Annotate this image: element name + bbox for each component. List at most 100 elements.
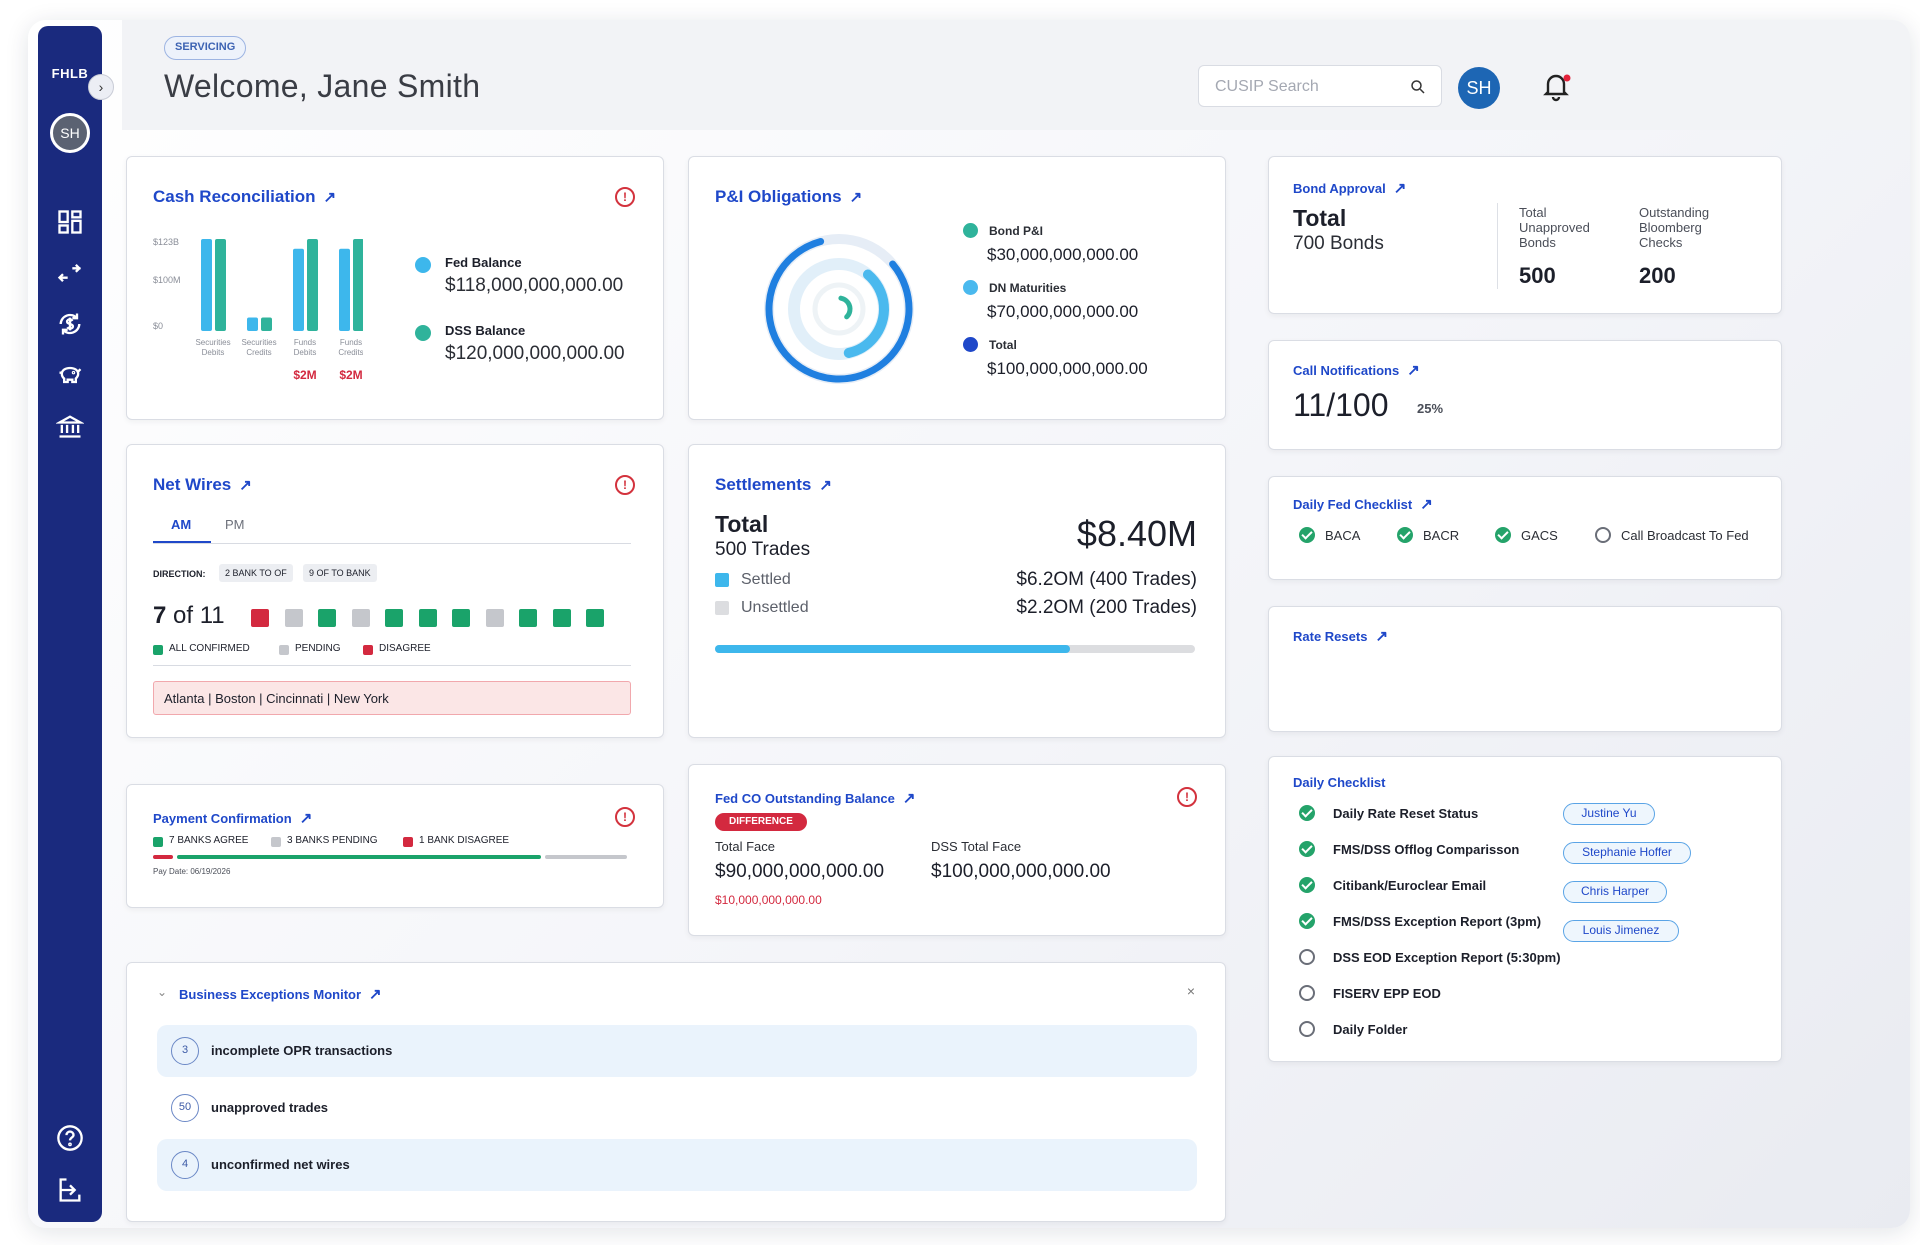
logout-icon[interactable] (54, 1174, 86, 1206)
bank-disagree: 1 BANK DISAGREE (419, 835, 510, 846)
alert-icon[interactable]: ! (615, 475, 635, 495)
bar-fed[interactable] (247, 317, 258, 331)
check-circle-icon[interactable] (1495, 527, 1511, 543)
external-link-icon: ↗ (299, 810, 313, 827)
unsettled-value: $2.2OM (200 Trades) (1016, 597, 1197, 618)
check-circle-icon[interactable] (1299, 805, 1315, 821)
sidebar-avatar[interactable]: SH (50, 113, 90, 153)
bond-total-label: Total (1293, 205, 1347, 231)
exception-label: incomplete OPR transactions (211, 1043, 393, 1058)
bar-fed[interactable] (339, 248, 350, 331)
card-title-link[interactable]: Business Exceptions Monitor ↗ (179, 986, 382, 1003)
empty-circle-icon[interactable] (1299, 985, 1315, 1001)
wire-status-confirmed[interactable] (385, 609, 403, 627)
header-avatar[interactable]: SH (1458, 67, 1500, 109)
assignee-badge[interactable]: Stephanie Hoffer (1563, 842, 1691, 864)
wire-status-disagree[interactable] (251, 609, 269, 627)
check-circle-icon[interactable] (1397, 527, 1413, 543)
difference-badge: DIFFERENCE (715, 813, 807, 831)
wire-status-confirmed[interactable] (552, 609, 571, 627)
wire-status-confirmed[interactable] (452, 609, 470, 627)
card-title-link[interactable]: P&I Obligations ↗ (715, 187, 863, 206)
search-placeholder: CUSIP Search (1215, 78, 1319, 95)
pi-legend-value: $70,000,000,000.00 (987, 302, 1139, 321)
direction-chip-1[interactable]: 2 BANK TO OF (219, 564, 293, 582)
check-circle-icon[interactable] (1299, 841, 1315, 857)
cash-reconciliation-card: Cash Reconciliation ↗ ! $123B $100M $0 Secur… (126, 156, 664, 420)
check-circle-icon[interactable] (1299, 877, 1315, 893)
bar-dss[interactable] (307, 239, 318, 331)
payment-confirmation-card: Payment Confirmation ↗ ! 7 BANKS AGREE 3 … (126, 784, 664, 908)
card-title-link[interactable]: Cash Reconciliation ↗ (153, 187, 337, 206)
donut-chart (764, 234, 914, 384)
assignee-badge[interactable]: Justine Yu (1563, 803, 1655, 825)
wire-status-pending[interactable] (351, 609, 370, 627)
wire-status-confirmed[interactable] (586, 609, 604, 627)
help-icon[interactable] (54, 1122, 86, 1154)
alert-icon[interactable]: ! (615, 807, 635, 827)
empty-circle-icon[interactable] (1299, 949, 1315, 965)
piggy-bank-icon[interactable] (54, 359, 86, 391)
tab-am[interactable]: AM (171, 517, 192, 532)
fed-checklist-label: BACA (1325, 528, 1361, 543)
wire-status-confirmed[interactable] (318, 609, 336, 627)
assignee-badge[interactable]: Chris Harper (1563, 881, 1667, 903)
card-title-link[interactable]: Daily Fed Checklist ↗ (1293, 496, 1433, 513)
bank-icon[interactable] (54, 410, 86, 442)
exception-row[interactable]: 4 unconfirmed net wires (157, 1139, 1197, 1191)
empty-circle-icon[interactable] (1595, 527, 1611, 543)
check-circle-icon[interactable] (1299, 913, 1315, 929)
chevron-right-icon[interactable]: › (88, 74, 114, 100)
bar-dss[interactable] (353, 239, 363, 331)
wires-count: 7 of 11 (153, 602, 225, 629)
header (122, 20, 1910, 130)
close-icon[interactable]: × (1186, 983, 1195, 999)
fed-checklist-label: GACS (1521, 528, 1558, 543)
transfer-icon[interactable] (54, 257, 86, 289)
assignee-badge[interactable]: Louis Jimenez (1563, 920, 1679, 942)
alert-icon[interactable]: ! (1177, 787, 1197, 807)
card-title-link[interactable]: Net Wires ↗ (153, 475, 252, 494)
legend-disagree: DISAGREE (379, 643, 431, 654)
bar-dss[interactable] (215, 239, 226, 331)
dss-total-face-label: DSS Total Face (931, 839, 1022, 854)
empty-circle-icon[interactable] (1299, 1021, 1315, 1037)
exception-row[interactable]: 50 unapproved trades (157, 1082, 1197, 1134)
alert-icon[interactable]: ! (615, 187, 635, 207)
settled-value: $6.2OM (400 Trades) (1016, 569, 1197, 590)
currency-exchange-icon[interactable] (54, 308, 86, 340)
card-title-link[interactable]: Fed CO Outstanding Balance ↗ (715, 790, 916, 807)
wire-status-confirmed[interactable] (418, 609, 437, 627)
difference-value: $10,000,000,000.00 (715, 893, 822, 907)
bar-dss[interactable] (261, 317, 272, 331)
notification-bell-icon[interactable] (1538, 68, 1574, 104)
wire-status-pending[interactable] (284, 609, 303, 627)
external-link-icon: ↗ (239, 477, 252, 494)
wire-status-pending[interactable] (485, 609, 504, 627)
card-title-link[interactable]: Call Notifications ↗ (1293, 362, 1420, 379)
card-title-link[interactable]: Bond Approval ↗ (1293, 180, 1407, 197)
unapproved-bonds-label: Total Unapproved Bonds (1519, 205, 1590, 250)
wire-status-confirmed[interactable] (519, 609, 537, 627)
card-title-link[interactable]: Rate Resets ↗ (1293, 628, 1389, 645)
payment-bar-pending (544, 855, 627, 859)
bar-fed[interactable] (293, 248, 304, 331)
bloomberg-checks-value: 200 (1639, 263, 1676, 288)
tab-pm[interactable]: PM (225, 517, 245, 532)
call-percent: 25% (1417, 401, 1444, 416)
pi-legend-label: Bond P&I (989, 224, 1043, 238)
search-input[interactable]: CUSIP Search (1198, 65, 1442, 107)
card-title-link[interactable]: Settlements ↗ (715, 475, 832, 494)
search-icon[interactable] (1409, 78, 1427, 96)
bar-fed[interactable] (201, 239, 212, 331)
chevron-down-icon[interactable]: ⌄ (157, 985, 168, 999)
direction-chip-2[interactable]: 9 OF TO BANK (303, 564, 377, 582)
card-title-link[interactable]: Payment Confirmation ↗ (153, 810, 313, 827)
dashboard-icon[interactable] (54, 206, 86, 238)
check-circle-icon[interactable] (1299, 527, 1315, 543)
fed-balance-label: Fed Balance (445, 255, 522, 270)
x-tick-label: Debits (202, 348, 225, 357)
legend-confirmed: ALL CONFIRMED (169, 643, 250, 654)
exception-row[interactable]: 3 incomplete OPR transactions (157, 1025, 1197, 1077)
unsettled-label: Unsettled (741, 599, 809, 616)
